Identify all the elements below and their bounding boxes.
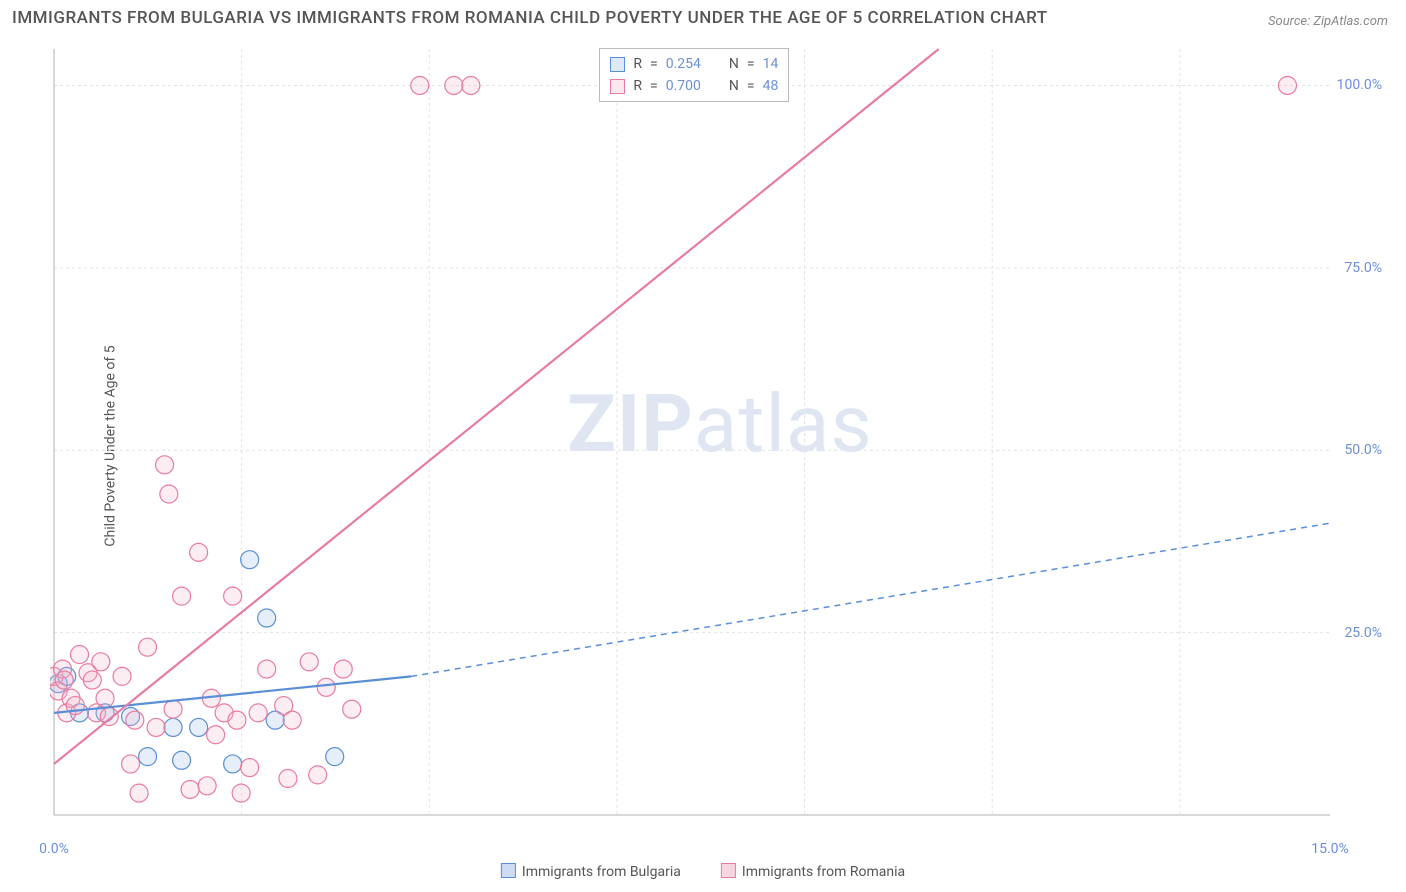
data-point	[160, 485, 178, 503]
data-point	[343, 700, 361, 718]
data-point	[156, 456, 174, 474]
trend-line	[54, 49, 939, 764]
data-point	[207, 726, 225, 744]
stat-R-value: 0.700	[666, 75, 701, 97]
data-point	[317, 678, 335, 696]
stat-N-label: N	[729, 75, 739, 97]
stat-R-label: R	[633, 75, 642, 97]
stat-eq: =	[650, 53, 658, 75]
data-point	[232, 784, 250, 802]
data-point	[181, 780, 199, 798]
data-point	[445, 76, 463, 94]
stat-legend-row: R = 0.254 N = 14	[610, 53, 778, 75]
data-point	[92, 653, 110, 671]
data-point	[309, 766, 327, 784]
stat-N-value: 14	[763, 53, 779, 75]
stat-legend: R = 0.254 N = 14 R = 0.700 N = 48	[599, 48, 789, 102]
data-point	[228, 711, 246, 729]
y-tick-label: 100.0%	[1337, 77, 1382, 93]
data-point	[258, 660, 276, 678]
data-point	[55, 671, 73, 689]
legend-label: Immigrants from Bulgaria	[522, 864, 681, 880]
x-tick-label: 15.0%	[1311, 841, 1349, 857]
stat-N-label: N	[729, 53, 739, 75]
legend-label: Immigrants from Romania	[742, 864, 905, 880]
trend-line-extrapolated	[411, 523, 1330, 676]
legend-item: Immigrants from Bulgaria	[501, 863, 681, 880]
data-point	[139, 748, 157, 766]
legend-swatch	[610, 57, 625, 72]
y-tick-label: 50.0%	[1344, 442, 1382, 458]
data-point	[241, 759, 259, 777]
data-point	[190, 718, 208, 736]
legend-swatch	[610, 79, 625, 94]
legend-swatch	[721, 863, 736, 878]
stat-R-value: 0.254	[666, 53, 701, 75]
data-point	[83, 671, 101, 689]
data-point	[113, 667, 131, 685]
data-point	[249, 704, 267, 722]
chart-plot-area: ZIPatlas 25.0%50.0%75.0%100.0% 0.0%15.0%…	[50, 45, 1390, 835]
data-point	[139, 638, 157, 656]
data-point	[164, 718, 182, 736]
data-point	[126, 711, 144, 729]
stat-eq: =	[747, 75, 755, 97]
data-point	[258, 609, 276, 627]
source-attribution: Source: ZipAtlas.com	[1268, 14, 1388, 29]
legend-swatch	[501, 863, 516, 878]
stat-N-value: 48	[763, 75, 779, 97]
chart-svg	[50, 45, 1390, 835]
stat-R-label: R	[633, 53, 642, 75]
data-point	[96, 689, 114, 707]
data-point	[147, 718, 165, 736]
data-point	[334, 660, 352, 678]
data-point	[279, 770, 297, 788]
data-point	[241, 551, 259, 569]
data-point	[224, 587, 242, 605]
x-axis-legend: Immigrants from Bulgaria Immigrants from …	[501, 863, 905, 880]
data-point	[71, 646, 89, 664]
data-point	[190, 543, 208, 561]
data-point	[411, 76, 429, 94]
data-point	[326, 748, 344, 766]
data-point	[224, 755, 242, 773]
legend-item: Immigrants from Romania	[721, 863, 905, 880]
data-point	[164, 700, 182, 718]
data-point	[300, 653, 318, 671]
y-tick-label: 25.0%	[1344, 625, 1382, 641]
data-point	[173, 587, 191, 605]
data-point	[130, 784, 148, 802]
x-tick-label: 0.0%	[39, 841, 69, 857]
data-point	[283, 711, 301, 729]
data-point	[100, 708, 118, 726]
data-point	[122, 755, 140, 773]
stat-eq: =	[747, 53, 755, 75]
y-tick-label: 75.0%	[1344, 260, 1382, 276]
data-point	[173, 751, 191, 769]
data-point	[198, 777, 216, 795]
chart-title: IMMIGRANTS FROM BULGARIA VS IMMIGRANTS F…	[12, 8, 1048, 28]
stat-eq: =	[650, 75, 658, 97]
data-point	[462, 76, 480, 94]
data-point	[1278, 76, 1296, 94]
stat-legend-row: R = 0.700 N = 48	[610, 75, 778, 97]
